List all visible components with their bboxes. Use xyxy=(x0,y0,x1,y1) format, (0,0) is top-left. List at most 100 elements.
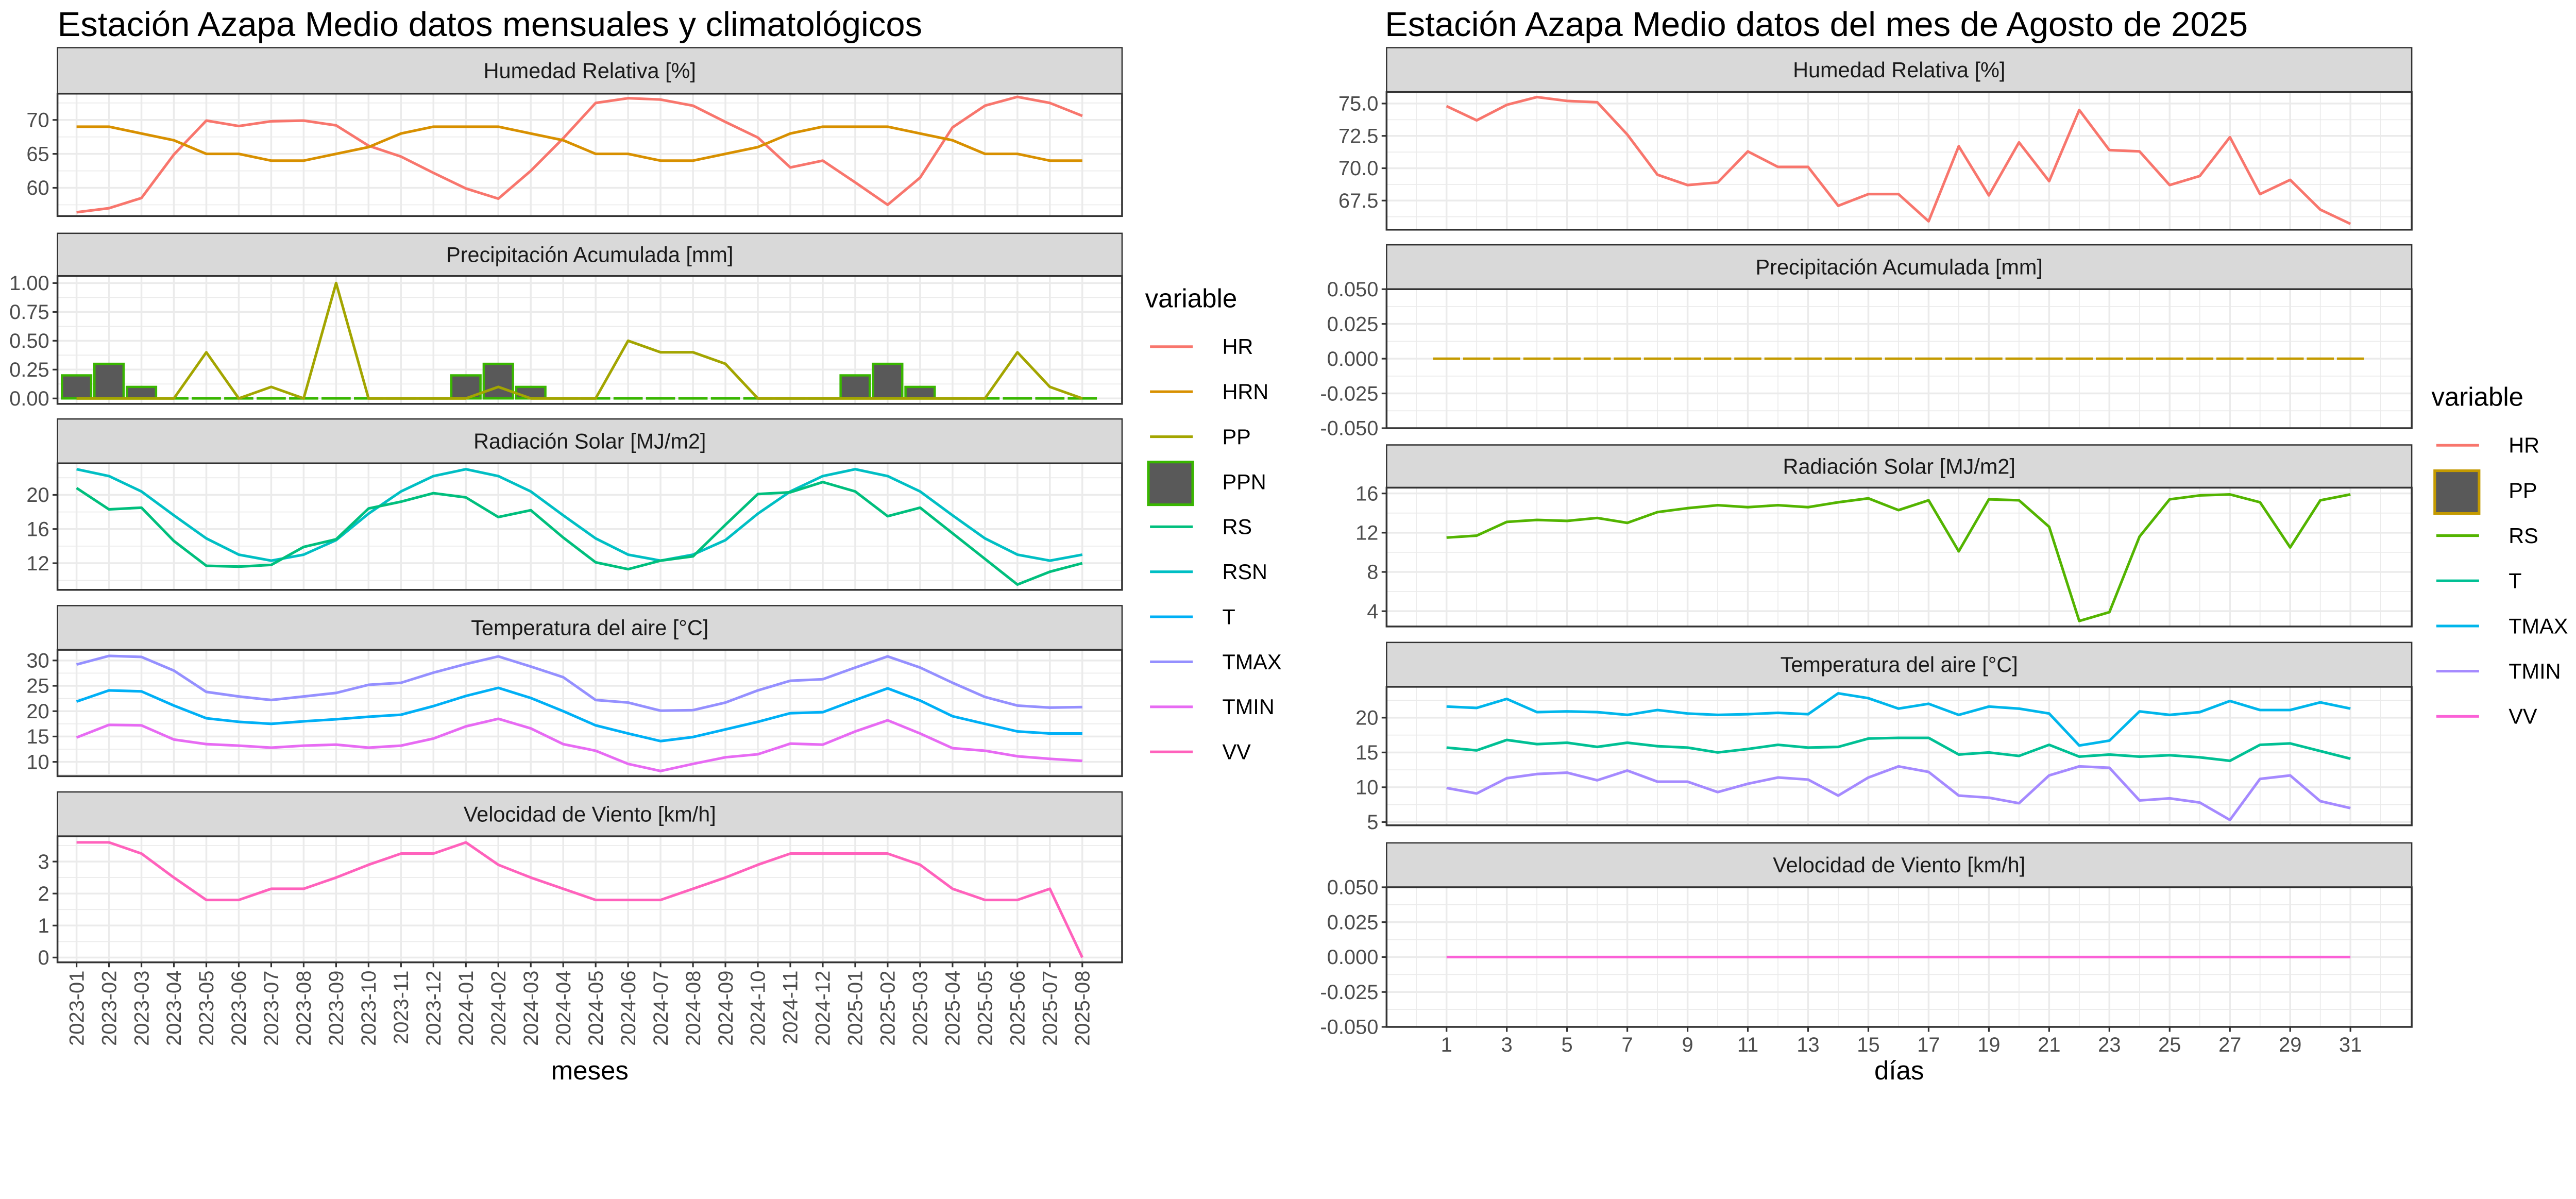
y-tick-label: 20 xyxy=(26,700,49,723)
plot-background xyxy=(57,650,1122,776)
y-tick-label: 0.050 xyxy=(1327,876,1379,899)
legend-item-tmax: TMAX xyxy=(2436,614,2568,638)
strip-label: Velocidad de Viento [km/h] xyxy=(464,802,716,826)
strip-background xyxy=(57,605,1123,651)
plot-background xyxy=(57,463,1122,590)
panel-border xyxy=(56,93,1123,217)
y-tick-label: -0.025 xyxy=(1320,382,1378,405)
strip-label: Radiación Solar [MJ/m2] xyxy=(1783,454,2015,478)
bar-ppn xyxy=(93,362,125,400)
legend-item-t: T xyxy=(2436,569,2522,593)
y-tick-label: 16 xyxy=(26,518,49,541)
strip-label: Humedad Relativa [%] xyxy=(1793,58,2005,82)
legend-item-rs: RS xyxy=(1150,515,1252,539)
x-tick-label: 2024-06 xyxy=(617,971,640,1046)
series-line-hrn xyxy=(76,125,1082,162)
chart-title: Estación Azapa Medio datos del mes de Ag… xyxy=(1385,5,2248,44)
x-axis-title: días xyxy=(1874,1056,1924,1085)
y-tick-label: 67.5 xyxy=(1338,190,1379,212)
series-line-tmin xyxy=(76,717,1082,772)
x-tick-label: 2025-05 xyxy=(974,971,997,1046)
x-tick-label: 2023-02 xyxy=(98,971,121,1046)
legend-item-rsn: RSN xyxy=(1150,560,1267,584)
x-tick-label: 2025-01 xyxy=(844,971,867,1046)
bar-ppn xyxy=(872,362,904,400)
y-tick-label: 0.000 xyxy=(1327,946,1379,969)
chart-monthly: Estación Azapa Medio datos mensuales y c… xyxy=(9,5,1281,1085)
legend: variable HR HRN PP PPN RS RSN T TMAX TMIN VV xyxy=(1145,283,1282,764)
x-tick-label: 2024-11 xyxy=(779,971,802,1044)
y-tick-label: 30 xyxy=(26,650,49,672)
y-tick-label: 10 xyxy=(1355,776,1378,799)
legend-item-ppn: PPN xyxy=(1147,461,1266,506)
legend-item-tmin: TMIN xyxy=(2436,659,2561,683)
x-tick-label: 9 xyxy=(1682,1034,1693,1056)
x-tick-label: 17 xyxy=(1917,1034,1940,1056)
legend-item-hr: HR xyxy=(2436,433,2539,458)
strip-label: Temperatura del aire [°C] xyxy=(471,616,708,640)
legend-key-swatch xyxy=(1147,461,1194,506)
facet-panel: Radiación Solar [MJ/m2] 4 8 12 16 xyxy=(1355,444,2413,628)
x-tick-label: 15 xyxy=(1857,1034,1879,1056)
strip-label: Precipitación Acumulada [mm] xyxy=(1756,255,2043,279)
y-tick-label: 10 xyxy=(26,751,49,773)
y-tick-label: 0.025 xyxy=(1327,911,1379,934)
x-tick-label: 2024-04 xyxy=(552,971,575,1046)
y-tick-label: 0.00 xyxy=(9,387,49,410)
y-tick-label: 60 xyxy=(26,177,49,199)
plot-background xyxy=(1386,487,2412,627)
strip-background xyxy=(1386,444,2413,488)
strip-label: Radiación Solar [MJ/m2] xyxy=(473,429,706,453)
y-tick-label: 1 xyxy=(38,915,49,937)
x-axis-title: meses xyxy=(551,1056,629,1085)
bar-ppn xyxy=(61,374,93,400)
x-tick-label: 2023-10 xyxy=(358,971,380,1046)
y-tick-label: 65 xyxy=(26,143,49,165)
series-line-rsn xyxy=(76,468,1083,562)
x-tick-label: 2024-01 xyxy=(455,971,478,1046)
x-tick-label: 11 xyxy=(1737,1034,1758,1056)
facet-panel: Precipitación Acumulada [mm] 0.00 0.25 0.50… xyxy=(9,232,1123,410)
strip-label: Precipitación Acumulada [mm] xyxy=(446,243,733,267)
legend-label: T xyxy=(2509,569,2521,593)
y-tick-label: 75.0 xyxy=(1338,93,1379,115)
legend-label: PP xyxy=(1222,425,1250,449)
strip-background xyxy=(1386,244,2413,290)
facet-panel: Radiación Solar [MJ/m2] 12 16 20 xyxy=(26,418,1123,591)
legend-item-tmax: TMAX xyxy=(1150,650,1282,674)
facet-panel: Humedad Relativa [%] 60 65 70 xyxy=(26,47,1123,217)
facet-panel: Precipitación Acumulada [mm] -0.050 -0.025… xyxy=(1320,244,2413,440)
x-tick-label: 2024-02 xyxy=(487,971,510,1046)
y-tick-label: 2 xyxy=(38,883,49,905)
legend-label: RS xyxy=(1222,515,1252,539)
y-tick-label: 0.025 xyxy=(1327,313,1379,335)
x-tick-label: 2025-06 xyxy=(1007,971,1029,1046)
x-tick-label: 21 xyxy=(2038,1034,2060,1056)
series-line-vv xyxy=(76,841,1084,958)
x-tick-label: 2023-05 xyxy=(195,971,218,1046)
x-tick-label: 5 xyxy=(1562,1034,1573,1056)
legend-item-vv: VV xyxy=(2436,704,2537,729)
series-line-hr xyxy=(76,95,1083,214)
series-line-pp xyxy=(76,281,1083,400)
x-tick-label: 2023-12 xyxy=(422,971,445,1046)
x-tick-label: 2023-03 xyxy=(130,971,153,1046)
x-tick-label: 2023-06 xyxy=(228,971,250,1046)
x-tick-label: 7 xyxy=(1622,1034,1633,1056)
x-tick-label: 27 xyxy=(2218,1034,2241,1056)
strip-label: Temperatura del aire [°C] xyxy=(1781,652,2018,677)
y-tick-label: 0.050 xyxy=(1327,278,1379,301)
y-tick-label: 4 xyxy=(1367,600,1378,623)
y-tick-label: 0.25 xyxy=(9,359,49,381)
legend-label: HRN xyxy=(1222,380,1268,404)
legend-label: PP xyxy=(2509,478,2537,502)
strip-background xyxy=(57,791,1123,837)
legend-item-hr: HR xyxy=(1150,334,1253,359)
x-tick-label: 13 xyxy=(1797,1034,1819,1056)
series-line-rs xyxy=(76,481,1083,586)
x-tick-label: 2023-08 xyxy=(293,971,315,1046)
x-tick-label: 2024-09 xyxy=(715,971,737,1046)
x-tick-label: 2025-03 xyxy=(909,971,932,1046)
y-tick-label: 15 xyxy=(26,725,49,748)
